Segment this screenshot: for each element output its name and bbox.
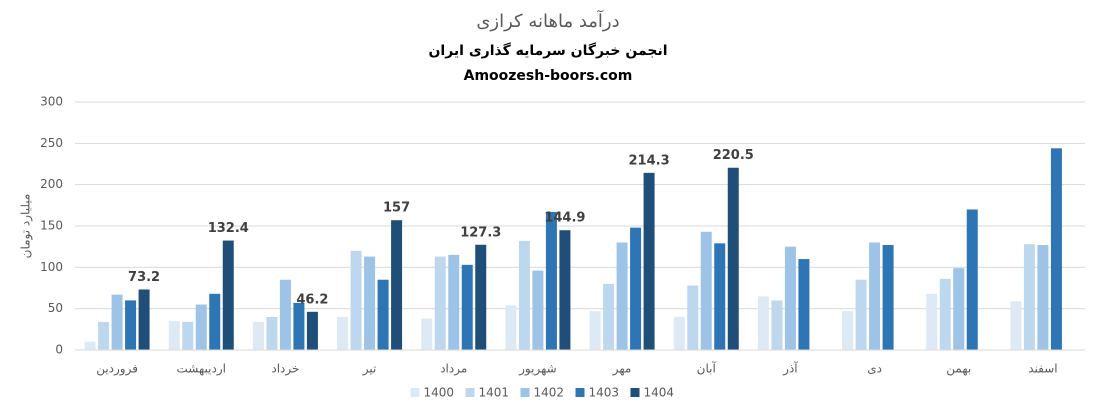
bar [1050,148,1062,350]
bar [869,242,881,350]
data-label: 73.2 [128,270,160,285]
x-tick-label: شهریور [518,362,557,377]
bar [168,321,180,350]
x-tick-label: مهر [612,362,632,377]
x-tick-label: آبان [697,361,717,376]
bar [364,256,376,350]
bar [630,227,642,350]
data-label: 157 [383,201,410,216]
chart-subtitle: انجمن خبرگان سرمایه گذاری ایران [428,42,667,59]
bar [222,240,234,350]
bar [673,316,685,350]
bar [252,321,264,350]
legend-label: 1402 [534,386,565,400]
bar [798,259,810,350]
bar [714,243,726,350]
bar [279,279,291,350]
bar [1023,244,1035,350]
bar [448,254,460,350]
y-tick-label: 0 [55,343,63,357]
bar [350,250,362,350]
bar [475,244,487,350]
x-tick-label: تیر [362,362,377,377]
x-tick-label: آذر [782,361,798,377]
bar [266,316,278,350]
bar [939,278,951,350]
chart-title: درآمد ماهانه کرازی [476,9,619,32]
x-tick-label: فروردین [96,362,138,377]
bar [966,209,978,350]
bar [337,316,349,350]
legend-swatch [410,388,420,397]
data-label: 220.5 [713,148,754,163]
bar [209,293,221,350]
data-label: 132.4 [208,221,249,236]
bar [589,311,601,350]
bar [195,304,207,350]
legend-label: 1403 [589,386,620,400]
data-label: 46.2 [296,292,328,307]
bar [559,230,571,350]
bar [434,256,446,350]
y-tick-label: 300 [40,95,63,109]
legend-swatch [575,388,585,397]
y-tick-label: 100 [40,260,63,274]
bar [391,220,403,350]
y-tick-label: 250 [40,136,63,150]
bar [518,240,530,350]
bar [306,311,318,350]
legend-swatch [630,388,640,397]
bar [98,321,110,350]
x-tick-label: اردیبهشت [177,362,226,377]
bar [125,300,137,350]
bar [1037,245,1049,350]
y-tick-label: 200 [40,177,63,191]
bar [111,294,123,350]
bar [616,242,628,350]
legend-swatch [520,388,530,397]
data-label: 214.3 [629,153,670,168]
bar [293,302,305,350]
bar [545,211,557,350]
bar [603,283,615,350]
x-tick-label: اسفند [1028,362,1057,376]
bar [1010,301,1022,350]
bar [182,321,194,350]
y-tick-label: 150 [40,219,63,233]
bar [461,264,473,350]
bar [700,231,712,350]
bar [421,318,433,350]
y-axis-label: میلیارد تومان [19,194,34,259]
bar [84,341,96,350]
bar [757,296,769,350]
legend-label: 1401 [479,386,510,400]
x-tick-label: مرداد [440,362,467,377]
y-tick-label: 50 [48,301,63,315]
bar [771,300,783,350]
bar [953,268,965,350]
bar [855,279,867,350]
bar [138,289,150,350]
bar [727,167,739,350]
bar [784,246,796,350]
bar [687,285,699,350]
bar [882,245,894,350]
bar [926,293,938,350]
bar [532,270,544,350]
bar [842,311,854,350]
legend-label: 1404 [644,386,675,400]
data-label: 127.3 [460,225,501,240]
bar [643,172,655,350]
bar [505,305,517,350]
x-tick-label: بهمن [946,362,971,377]
x-tick-label: خرداد [271,362,299,377]
legend-swatch [465,388,475,397]
chart-source: Amoozesh-boors.com [464,68,633,84]
x-tick-label: دی [867,362,882,376]
bar [377,279,389,350]
data-label: 144.9 [544,211,585,226]
legend-label: 1400 [424,386,455,400]
